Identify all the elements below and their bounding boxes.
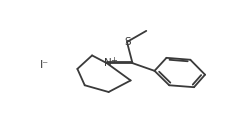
Text: +: + <box>110 56 117 65</box>
Text: I⁻: I⁻ <box>40 60 49 70</box>
Text: S: S <box>124 37 131 47</box>
Text: N: N <box>104 58 112 68</box>
